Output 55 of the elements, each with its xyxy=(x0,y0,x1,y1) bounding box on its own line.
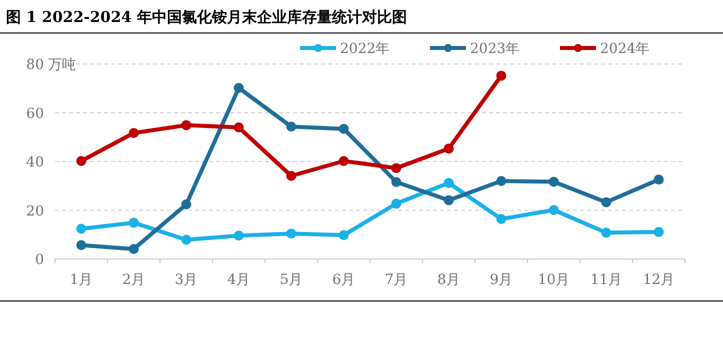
point xyxy=(391,198,402,209)
point xyxy=(444,144,454,154)
x-tick-label: 11月 xyxy=(590,272,622,288)
point xyxy=(391,176,402,187)
point xyxy=(128,244,139,254)
point xyxy=(234,230,244,241)
y-tick-label: 0 xyxy=(35,252,44,268)
point xyxy=(601,228,612,238)
point xyxy=(286,122,296,132)
x-tick-label: 5月 xyxy=(280,272,303,288)
y-tick-label: 80 xyxy=(26,57,44,73)
x-tick-label: 9月 xyxy=(490,272,513,288)
x-tick-label: 7月 xyxy=(384,272,408,288)
point xyxy=(338,230,349,240)
x-tick-label: 2月 xyxy=(122,272,146,288)
point xyxy=(444,195,454,206)
point xyxy=(496,214,506,224)
point xyxy=(548,176,559,187)
point xyxy=(338,156,349,166)
x-tick-label: 10月 xyxy=(538,272,570,288)
x-tick-label: 12月 xyxy=(642,272,675,288)
point xyxy=(496,176,506,186)
point xyxy=(496,70,506,81)
point xyxy=(76,224,86,234)
point xyxy=(181,120,192,130)
point xyxy=(286,170,296,181)
y-tick-label: 60 xyxy=(26,106,44,122)
y-tick-label: 40 xyxy=(26,154,44,170)
x-tick-label: 4月 xyxy=(227,272,250,288)
point xyxy=(654,174,664,185)
legend-label: 2023年 xyxy=(470,41,520,57)
legend-label: 2022年 xyxy=(340,41,390,57)
point xyxy=(234,122,244,132)
point xyxy=(128,218,139,228)
x-tick-label: 3月 xyxy=(174,272,198,288)
point xyxy=(548,205,559,216)
x-tick-label: 1月 xyxy=(70,272,93,288)
y-axis-title: 万吨 xyxy=(48,57,76,73)
point xyxy=(444,178,454,188)
y-tick-label: 20 xyxy=(26,203,44,220)
point xyxy=(234,82,244,93)
point xyxy=(181,199,192,210)
point xyxy=(128,128,139,138)
point xyxy=(391,163,402,174)
point xyxy=(181,234,192,245)
chart-title: 图 1 2022-2024 年中国氯化铵月末企业库存量统计对比图 xyxy=(6,8,407,26)
x-tick-label: 6月 xyxy=(332,272,356,288)
point xyxy=(601,197,612,208)
point xyxy=(76,156,86,166)
point xyxy=(286,228,296,239)
point xyxy=(338,124,349,134)
x-tick-label: 8月 xyxy=(437,272,460,288)
point xyxy=(654,226,664,237)
point xyxy=(76,240,86,250)
legend-label: 2024年 xyxy=(600,41,650,57)
